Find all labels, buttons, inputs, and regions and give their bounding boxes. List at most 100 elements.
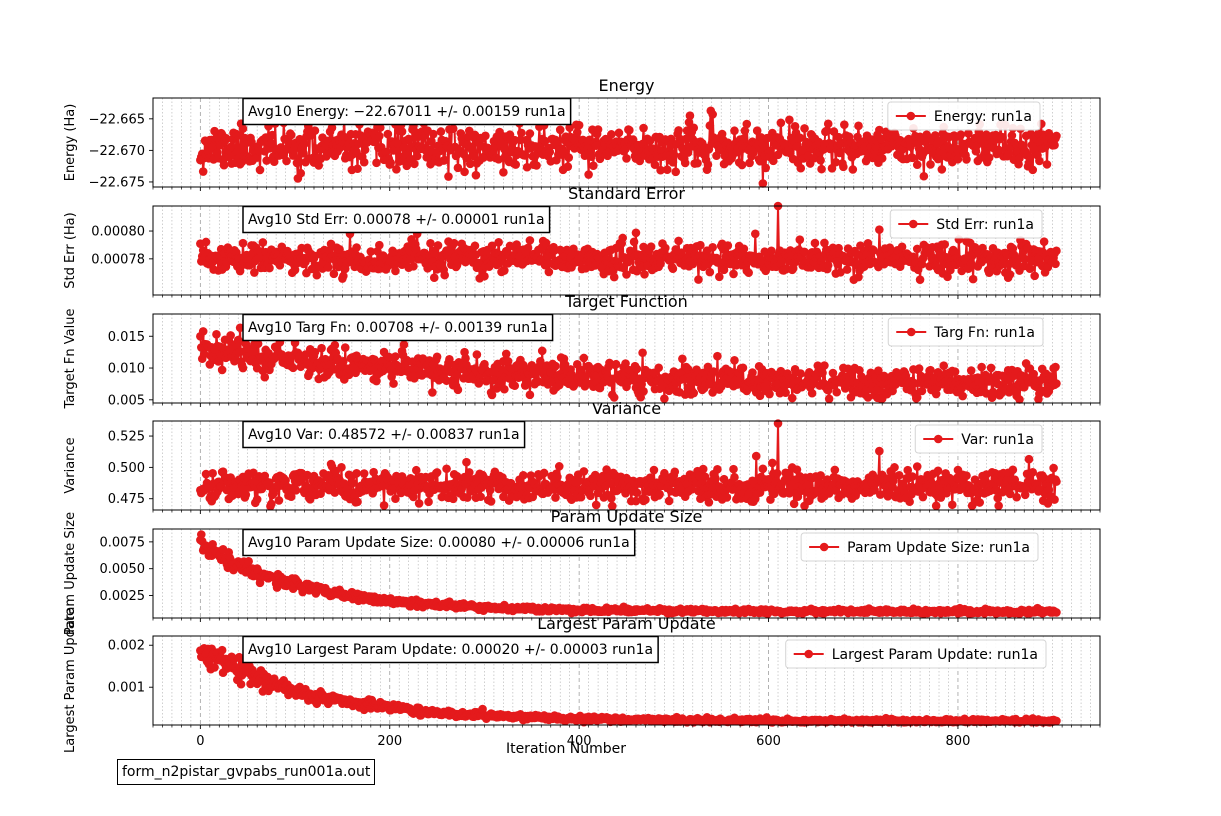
- data-point: [729, 269, 738, 279]
- data-point: [956, 130, 966, 139]
- data-point: [638, 348, 647, 358]
- data-point: [501, 349, 511, 359]
- data-point: [940, 240, 949, 249]
- data-point: [1052, 131, 1061, 141]
- data-point: [539, 468, 549, 478]
- data-point: [375, 240, 384, 250]
- data-point: [939, 361, 949, 371]
- legend: Var: run1a: [914, 424, 1043, 454]
- data-point: [742, 119, 752, 129]
- y-tick-label: −22.670: [89, 144, 145, 159]
- data-point: [681, 134, 691, 144]
- data-point: [404, 134, 413, 144]
- data-point: [810, 238, 820, 248]
- data-point: [723, 241, 733, 250]
- legend-marker: [933, 434, 943, 444]
- data-point: [288, 363, 298, 373]
- data-point: [201, 469, 211, 479]
- data-point: [593, 125, 603, 134]
- data-point: [386, 158, 396, 168]
- data-point: [931, 389, 941, 399]
- data-point: [532, 161, 541, 170]
- data-point: [392, 165, 401, 174]
- data-point: [709, 367, 718, 376]
- data-point: [292, 158, 302, 168]
- data-point: [255, 165, 265, 175]
- data-point: [977, 362, 986, 372]
- data-point: [381, 147, 391, 157]
- data-point: [869, 246, 878, 255]
- y-tick-label: 0.010: [108, 362, 145, 377]
- data-point: [730, 356, 739, 365]
- data-point: [1052, 246, 1061, 256]
- data-point: [729, 464, 738, 474]
- data-point: [713, 351, 722, 361]
- data-point: [609, 272, 619, 282]
- data-point: [226, 331, 235, 340]
- data-point: [233, 131, 243, 140]
- data-point: [554, 462, 564, 471]
- data-point: [919, 171, 929, 181]
- data-point: [310, 126, 320, 135]
- data-point: [461, 354, 470, 363]
- data-point: [429, 129, 438, 139]
- data-point: [471, 170, 481, 180]
- data-point: [291, 485, 301, 495]
- data-point: [943, 272, 952, 282]
- legend-marker: [908, 219, 918, 229]
- data-point: [730, 126, 739, 136]
- data-point: [494, 155, 503, 164]
- panel-variance: 0.475 0.500 0.525 Variance Variance Avg10 Var…: [63, 399, 1101, 514]
- data-point: [863, 393, 873, 402]
- series-energy: [196, 106, 1061, 188]
- data-point: [958, 391, 967, 401]
- data-point: [807, 388, 817, 398]
- data-point: [219, 160, 229, 170]
- data-point: [210, 126, 219, 136]
- data-point: [854, 272, 863, 282]
- data-point: [1005, 270, 1015, 279]
- data-point: [839, 162, 848, 172]
- data-point: [649, 465, 659, 475]
- data-point: [1051, 259, 1060, 269]
- data-point: [820, 361, 829, 370]
- data-point: [640, 270, 649, 279]
- data-point: [442, 464, 451, 474]
- data-point: [822, 126, 832, 136]
- data-point: [412, 151, 422, 161]
- data-point: [391, 352, 400, 361]
- data-point: [564, 153, 574, 162]
- data-point: [953, 154, 963, 164]
- data-point: [768, 458, 777, 468]
- data-point: [689, 123, 699, 133]
- data-point: [555, 245, 565, 255]
- data-point: [353, 164, 362, 174]
- data-point: [655, 489, 664, 499]
- data-point: [853, 132, 862, 142]
- data-point: [1008, 465, 1018, 475]
- data-point: [680, 158, 690, 168]
- data-point: [565, 123, 574, 132]
- y-tick-label: −22.675: [89, 175, 145, 190]
- legend-text: Std Err: run1a: [936, 217, 1034, 233]
- data-point: [897, 242, 907, 252]
- data-point: [875, 446, 884, 456]
- data-point: [518, 471, 528, 480]
- data-point: [579, 353, 589, 363]
- data-point: [544, 267, 554, 277]
- data-point: [375, 123, 385, 132]
- data-point: [894, 470, 904, 480]
- data-point: [575, 365, 585, 374]
- data-point: [252, 495, 262, 504]
- data-point: [339, 271, 348, 281]
- data-point: [354, 139, 363, 148]
- data-point: [238, 363, 248, 373]
- panel-targfn: 0.005 0.010 0.015 Target Function Target Fn …: [63, 292, 1101, 409]
- data-point: [664, 496, 674, 506]
- data-point: [444, 172, 453, 181]
- data-point: [1052, 379, 1061, 388]
- data-point: [964, 129, 973, 138]
- data-point: [389, 379, 398, 388]
- data-point: [460, 167, 469, 177]
- data-point: [671, 167, 681, 177]
